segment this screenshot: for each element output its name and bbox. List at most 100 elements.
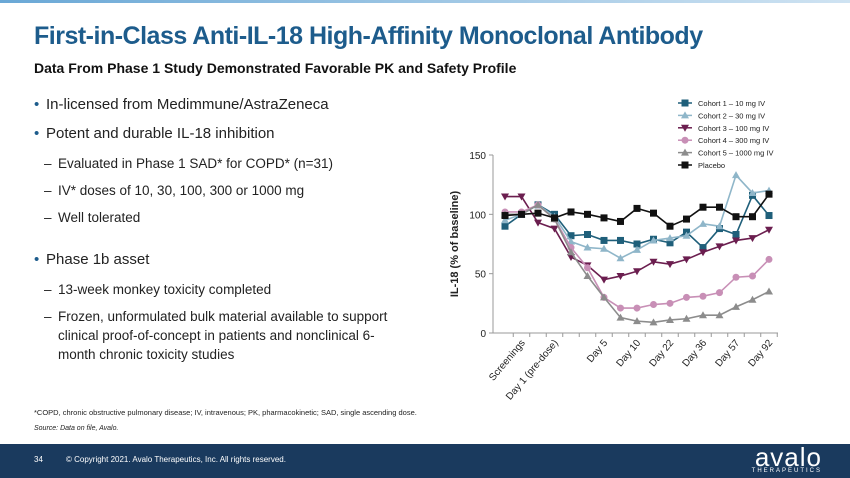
series-line [504,193,770,249]
data-point [633,268,641,276]
data-point [715,222,724,230]
y-axis-label: IL-18 (% of baseline) [449,190,461,297]
data-point [716,203,723,211]
y-tick-label: 100 [469,210,486,221]
data-point [633,317,641,325]
bullet: In-licensed from Medimmune/AstraZeneca [34,96,404,113]
sub-bullet: Evaluated in Phase 1 SAD* for COPD* (n=3… [44,154,404,173]
data-point [666,239,674,247]
data-point [666,299,674,307]
data-point [765,190,773,198]
data-point [600,293,608,301]
data-point [748,188,757,196]
data-point [534,200,542,208]
title: First-in-Class Anti-IL-18 High-Affinity … [34,22,703,50]
y-tick-label: 150 [469,151,486,162]
footnote: *COPD, chronic obstructive pulmonary dis… [34,408,417,417]
data-point [617,304,624,312]
data-point [517,193,526,201]
data-point [699,219,707,227]
data-point [501,222,509,230]
data-point [616,273,625,281]
data-point [715,243,724,251]
data-point [748,235,757,243]
sub-bullet: IV* doses of 10, 30, 100, 300 or 1000 mg [44,181,404,200]
data-point [616,313,625,321]
legend-marker [681,161,689,169]
data-point [501,193,509,201]
x-tick-label: Day 92 [747,338,776,370]
x-tick-label: Day 57 [714,338,743,370]
data-point [501,216,509,224]
legend-marker [681,111,689,119]
data-point [699,249,707,257]
data-point [748,295,757,303]
bullet-list: In-licensed from Medimmune/AstraZeneca Po… [34,96,404,364]
sub-bullet: Well tolerated [44,208,404,227]
data-point [749,213,756,221]
data-point [666,222,674,230]
data-point [600,214,608,222]
data-point [765,226,773,234]
page-number: 34 [34,455,43,464]
data-point [765,287,773,295]
data-point [699,203,707,211]
data-point [567,248,575,256]
data-point [616,254,625,262]
data-point [649,236,658,244]
data-point [600,244,608,252]
data-point [732,237,740,245]
legend-label: Cohort 4 – 300 mg IV [698,136,769,145]
legend-label: Placebo [698,161,725,170]
data-point [550,225,559,233]
data-point [682,256,691,264]
subtitle: Data From Phase 1 Study Demonstrated Fav… [34,60,517,76]
data-point [732,231,740,239]
data-point [567,232,575,240]
data-point [716,289,723,297]
data-point [633,240,641,248]
x-tick-label: Day 5 [585,338,610,365]
data-point [732,302,740,310]
series-line [505,203,770,309]
source: Source: Data on file, Avalo. [34,425,119,432]
data-point [551,214,558,222]
copyright: © Copyright 2021. Avalo Therapeutics, In… [66,455,286,464]
data-point [534,219,542,227]
data-point [617,217,624,225]
legend-marker [681,136,689,144]
logo: avalo [754,442,822,472]
data-point [600,276,608,284]
legend-label: Cohort 2 – 30 mg IV [698,111,765,120]
legend-marker [681,148,689,156]
data-point [682,231,691,239]
data-point [583,243,592,251]
legend-marker [681,99,689,107]
data-point [633,245,641,253]
legend-label: Cohort 5 – 1000 mg IV [698,149,773,158]
sub-bullet: Frozen, unformulated bulk material avail… [44,307,404,364]
data-point [666,315,674,323]
data-point [583,272,592,280]
data-point [683,215,690,223]
data-point [699,244,707,252]
bullet: Phase 1b asset [34,251,404,268]
data-point [732,213,740,221]
data-point [732,171,740,179]
y-tick-label: 0 [480,329,486,340]
logo-sub: THERAPEUTICS [751,468,822,474]
data-point [567,208,575,216]
data-point [534,209,542,217]
data-point [699,311,707,319]
data-point [765,255,773,263]
data-point [617,236,624,244]
data-point [584,231,591,239]
data-point [649,318,658,326]
data-point [649,258,658,266]
data-point [584,264,591,272]
data-point [765,212,773,220]
x-tick-label: Day 36 [681,338,710,370]
data-point [749,272,756,280]
